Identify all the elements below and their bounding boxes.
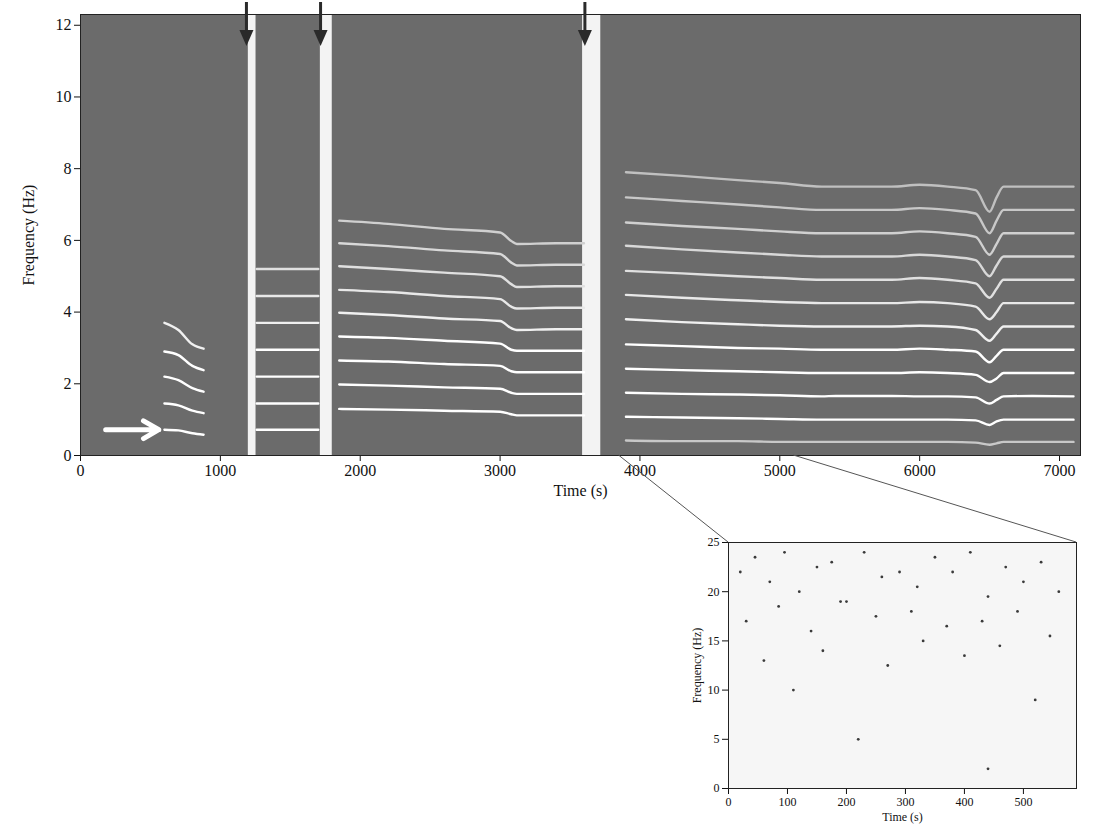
svg-text:Time (s): Time (s) [553, 482, 607, 500]
svg-text:300: 300 [896, 795, 914, 809]
svg-text:7000: 7000 [1044, 462, 1076, 479]
svg-text:100: 100 [778, 795, 796, 809]
svg-text:4: 4 [64, 303, 72, 320]
svg-text:1000: 1000 [204, 462, 236, 479]
svg-text:6000: 6000 [904, 462, 936, 479]
svg-text:6: 6 [64, 231, 72, 248]
svg-text:Frequency (Hz): Frequency (Hz) [690, 628, 704, 704]
svg-text:5: 5 [714, 732, 720, 746]
svg-text:2000: 2000 [344, 462, 376, 479]
svg-text:15: 15 [708, 634, 720, 648]
svg-text:500: 500 [1014, 795, 1032, 809]
svg-text:10: 10 [56, 88, 72, 105]
svg-text:20: 20 [708, 585, 720, 599]
svg-text:12: 12 [56, 16, 72, 33]
svg-text:200: 200 [837, 795, 855, 809]
svg-text:0: 0 [714, 781, 720, 795]
svg-text:400: 400 [955, 795, 973, 809]
svg-text:0: 0 [77, 462, 85, 479]
svg-text:Frequency (Hz): Frequency (Hz) [20, 185, 38, 286]
svg-text:0: 0 [64, 447, 72, 464]
svg-text:8: 8 [64, 160, 72, 177]
svg-text:4000: 4000 [624, 462, 656, 479]
svg-text:2: 2 [64, 375, 72, 392]
svg-text:10: 10 [708, 683, 720, 697]
svg-text:0: 0 [726, 795, 732, 809]
svg-text:Time (s): Time (s) [882, 810, 923, 824]
svg-text:3000: 3000 [484, 462, 516, 479]
svg-text:25: 25 [708, 535, 720, 549]
svg-text:5000: 5000 [764, 462, 796, 479]
